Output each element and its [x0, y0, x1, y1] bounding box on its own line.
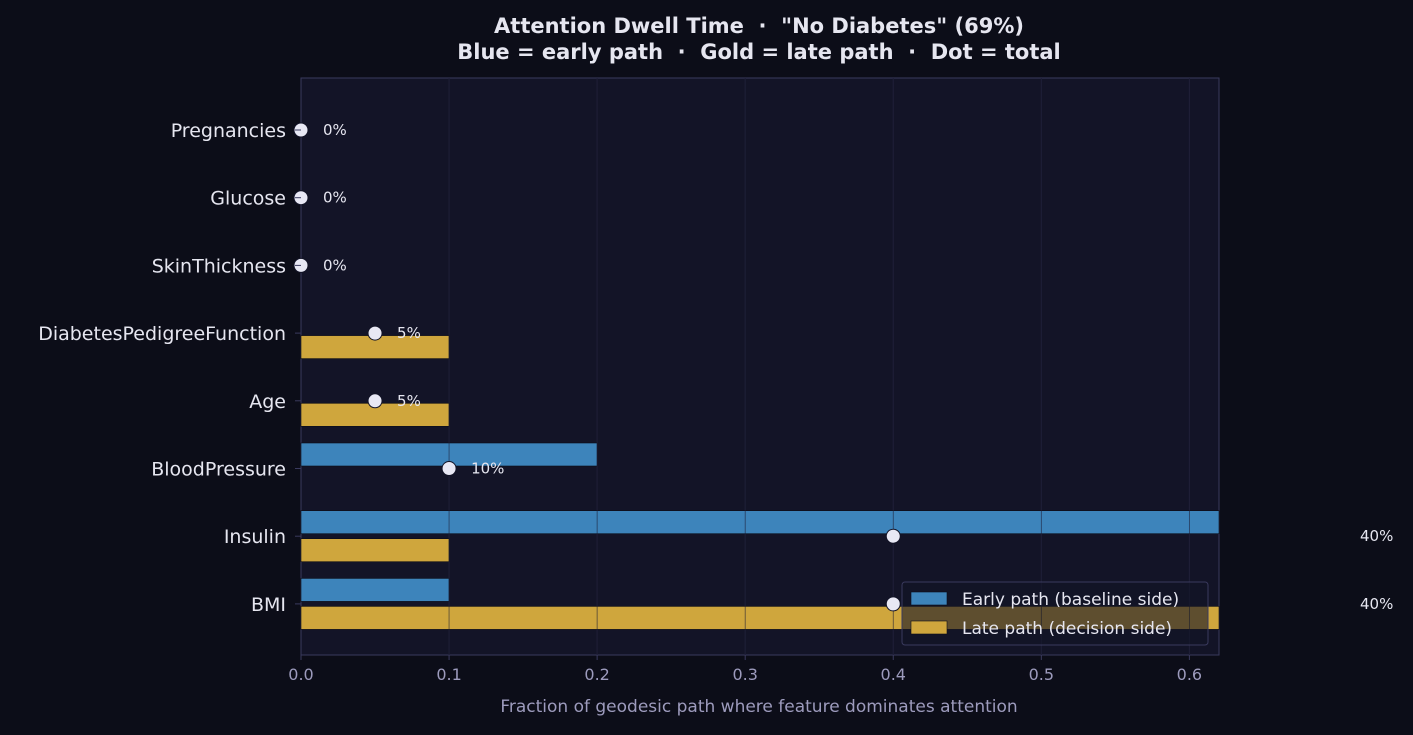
x-tick-label: 0.3 [732, 665, 757, 684]
x-axis-label: Fraction of geodesic path where feature … [500, 697, 1017, 717]
legend-swatch-late [910, 620, 948, 635]
x-tick-label: 0.5 [1029, 665, 1054, 684]
legend-frame [901, 581, 1209, 646]
chart-title-line1: Attention Dwell Time · "No Diabetes" (69… [494, 14, 1024, 38]
bars [300, 78, 1220, 655]
total-label-insulin: 40% [1360, 527, 1393, 545]
bar-late-insulin [300, 538, 450, 563]
x-axis: 0.0 0.1 0.2 0.3 0.4 0.5 0.6 [288, 655, 1202, 684]
total-dot-bmi [885, 596, 901, 612]
x-tick-label: 0.0 [288, 665, 313, 684]
y-tick-label-insulin: Insulin [224, 526, 286, 548]
total-dot-insulin [885, 528, 901, 544]
y-tick-label-glucose: Glucose [210, 188, 286, 210]
y-axis: Pregnancies Glucose SkinThickness DiabetesP… [38, 120, 301, 616]
total-label-bmi: 40% [1360, 595, 1393, 613]
y-tick-label-bloodpressure: BloodPressure [151, 459, 286, 481]
total-dots [293, 122, 901, 612]
total-label-bloodpressure: 10% [471, 460, 504, 478]
total-dot-age [367, 393, 383, 409]
x-tick-label: 0.4 [881, 665, 906, 684]
y-tick-label-bmi: BMI [251, 594, 286, 616]
total-label-diabetespedigreefunction: 5% [397, 324, 421, 342]
y-tick-label-pregnancies: Pregnancies [171, 120, 286, 142]
y-tick-label-diabetespedigreefunction: DiabetesPedigreeFunction [38, 323, 286, 345]
total-dot-diabetespedigreefunction [367, 325, 383, 341]
chart-title-line2: Blue = early path · Gold = late path · D… [457, 40, 1060, 64]
bar-early-bmi [300, 578, 450, 602]
plot-area [300, 77, 1220, 656]
total-dot-bloodpressure [441, 461, 457, 476]
value-labels: 0% 0% 0% 5% 5% 10% 40% 40% [323, 121, 1393, 613]
x-tick-label: 0.6 [1177, 665, 1202, 684]
legend-label-early: Early path (baseline side) [962, 590, 1179, 610]
legend-label-late: Late path (decision side) [962, 619, 1172, 639]
y-tick-label-age: Age [249, 391, 286, 413]
total-label-skinthickness: 0% [323, 256, 347, 274]
total-label-glucose: 0% [323, 189, 347, 207]
total-label-age: 5% [397, 392, 421, 410]
y-tick-label-skinthickness: SkinThickness [152, 255, 286, 277]
legend: Early path (baseline side) Late path (de… [901, 581, 1209, 646]
x-tick-label: 0.2 [584, 665, 609, 684]
x-tick-label: 0.1 [436, 665, 461, 684]
bar-early-insulin [300, 510, 1220, 535]
legend-swatch-early [910, 591, 948, 606]
total-label-pregnancies: 0% [323, 121, 347, 139]
